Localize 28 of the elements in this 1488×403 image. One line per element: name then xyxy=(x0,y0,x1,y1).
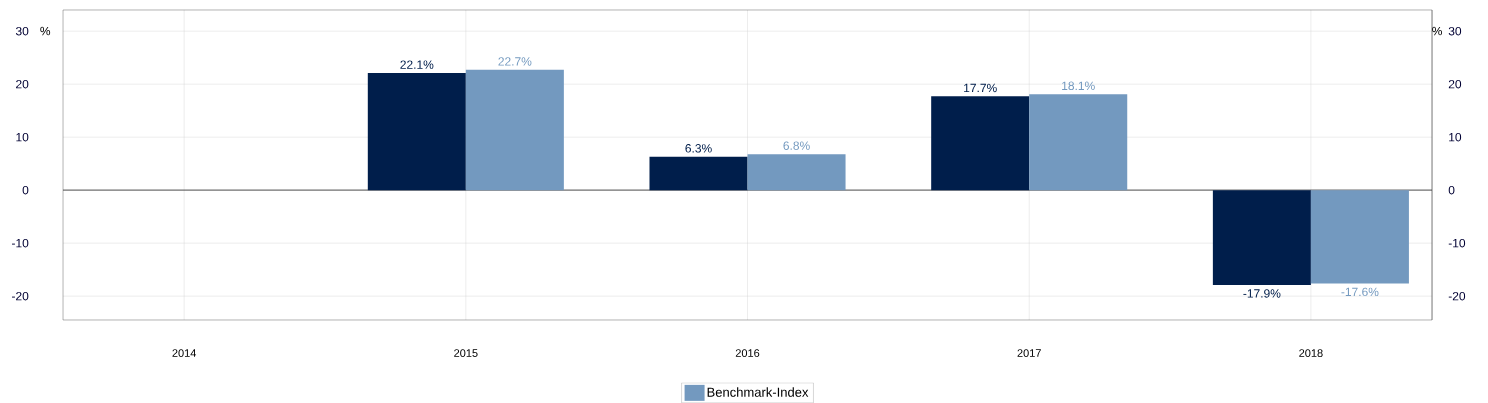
x-tick-label: 2016 xyxy=(735,349,760,357)
x-tick-label: 2018 xyxy=(1299,349,1323,357)
y2-tick-label: 30 xyxy=(1448,26,1462,36)
y-tick-label: 0 xyxy=(22,185,29,195)
y-tick-label: -20 xyxy=(12,291,29,301)
data-label: -17.9% xyxy=(1243,289,1281,298)
y-tick-label: 20 xyxy=(16,79,29,89)
data-label: 18.1% xyxy=(1062,81,1095,91)
y-tick-label: 30 xyxy=(15,26,29,36)
data-label: 6.8% xyxy=(783,141,810,150)
data-label: 22.7% xyxy=(498,57,532,66)
y2-axis-title: % xyxy=(1432,26,1442,36)
y-axis-title: % xyxy=(40,26,51,36)
x-tick-label: 2015 xyxy=(454,349,478,357)
y2-tick-label: -10 xyxy=(1448,238,1466,248)
data-label: 6.3% xyxy=(685,144,712,153)
y2-tick-label: -20 xyxy=(1448,291,1466,301)
data-label: 22.1% xyxy=(400,60,434,69)
y2-tick-label: 10 xyxy=(1449,132,1462,142)
y2-tick-label: 0 xyxy=(1448,185,1455,195)
x-tick-label: 2014 xyxy=(172,349,197,357)
data-label: -17.6% xyxy=(1341,287,1379,297)
y-tick-label: -10 xyxy=(12,238,29,248)
x-tick-label: 2017 xyxy=(1017,349,1041,357)
y2-tick-label: 20 xyxy=(1448,79,1462,89)
y-tick-label: 10 xyxy=(16,132,29,142)
legend-label: Benchmark-Index xyxy=(707,387,809,397)
data-label: 17.7% xyxy=(964,83,997,93)
